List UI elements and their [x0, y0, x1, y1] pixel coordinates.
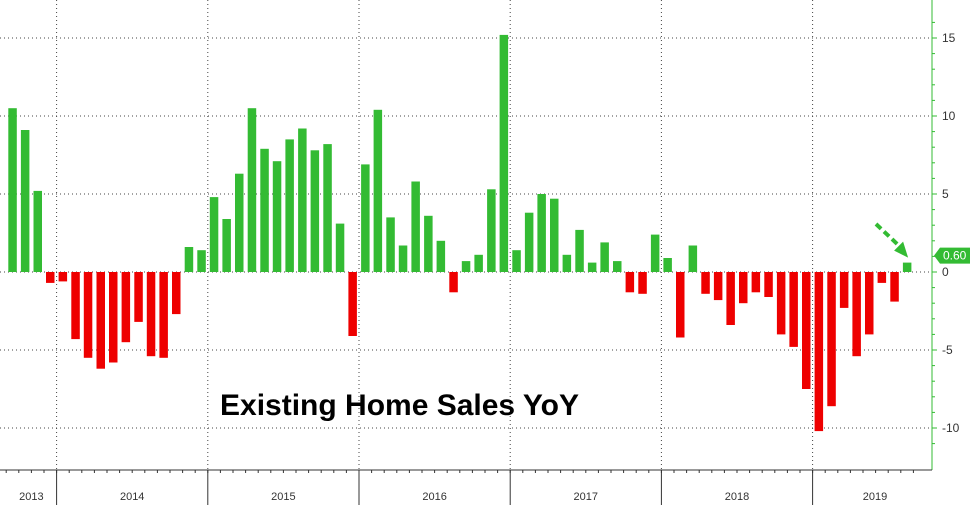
bar — [411, 181, 420, 272]
bar — [348, 272, 357, 336]
bar — [159, 272, 168, 358]
year-label: 2016 — [422, 491, 446, 503]
bar — [751, 272, 761, 293]
y-tick-label: 15 — [942, 31, 956, 45]
year-label: 2014 — [120, 491, 144, 503]
bar — [71, 272, 80, 340]
bar — [802, 272, 811, 389]
bar — [537, 194, 546, 272]
bar — [638, 272, 647, 294]
bar — [839, 272, 849, 308]
bar — [373, 109, 383, 272]
bar — [46, 272, 55, 283]
bar — [865, 272, 874, 335]
bar — [877, 272, 887, 283]
bar — [663, 258, 672, 272]
bar — [524, 212, 534, 272]
year-label: 2019 — [863, 491, 887, 503]
bar — [209, 197, 219, 272]
bar — [109, 272, 118, 363]
bar — [146, 272, 156, 357]
year-label: 2018 — [725, 491, 749, 503]
bar — [310, 150, 320, 272]
bar — [424, 215, 433, 272]
y-tick-label: 0 — [942, 265, 949, 279]
bar — [386, 217, 395, 272]
bar — [562, 254, 572, 272]
latest-value-label: 0.60 — [943, 249, 967, 263]
bar — [335, 223, 345, 272]
bar — [650, 234, 660, 272]
y-tick-label: 10 — [942, 109, 956, 123]
bar — [96, 272, 105, 369]
bar — [121, 272, 131, 343]
bar — [600, 242, 609, 272]
bar — [285, 139, 294, 272]
arrow-head — [894, 241, 909, 258]
bar — [852, 272, 861, 357]
bar — [587, 262, 597, 272]
year-label: 2015 — [271, 491, 295, 503]
bar — [323, 144, 332, 272]
bar — [776, 272, 786, 335]
bar — [550, 198, 559, 272]
year-label: 2013 — [19, 491, 43, 503]
bar-series — [8, 34, 912, 432]
bar — [713, 272, 723, 301]
arrow-shaft — [874, 222, 904, 251]
bar — [172, 272, 181, 315]
bar — [8, 108, 17, 272]
bar — [789, 272, 798, 347]
bar — [33, 190, 42, 272]
bar — [184, 247, 194, 272]
bar — [474, 254, 483, 272]
y-tick-label: -5 — [942, 343, 953, 357]
bar — [83, 272, 93, 358]
bar — [197, 250, 206, 272]
bar — [272, 161, 282, 272]
bar — [726, 272, 735, 325]
bar — [298, 128, 307, 272]
bar — [814, 272, 824, 432]
bar — [764, 272, 773, 297]
bar — [134, 272, 143, 322]
gridlines — [0, 0, 932, 470]
bar — [512, 250, 521, 272]
bar — [499, 34, 509, 273]
bar — [436, 240, 446, 272]
latest-value-callout: 0.60 — [934, 247, 970, 264]
bar — [222, 219, 231, 272]
chart-title: Existing Home Sales YoY — [220, 389, 579, 422]
bar — [688, 245, 698, 272]
annotation-arrow-icon — [874, 222, 909, 258]
bar — [575, 229, 584, 272]
bar — [260, 148, 269, 272]
bar — [361, 164, 370, 272]
bar — [398, 245, 408, 272]
bar — [625, 272, 635, 293]
year-label: 2017 — [574, 491, 598, 503]
bar — [890, 272, 899, 302]
x-axis: 2013 2014 2015 2016 2017 2018 2019 — [0, 469, 932, 505]
bar — [20, 130, 30, 272]
y-tick-label: -10 — [942, 421, 960, 435]
bar — [613, 261, 622, 272]
bar — [902, 262, 912, 272]
bar — [235, 173, 244, 272]
y-tick-label: 5 — [942, 187, 949, 201]
bar — [461, 261, 471, 272]
bar — [487, 189, 496, 272]
bar — [701, 272, 710, 294]
bar — [676, 272, 685, 338]
bar — [827, 272, 836, 407]
bar — [449, 272, 458, 293]
bar — [58, 272, 68, 282]
y-axis: 15 10 5 0 -5 -10 — [931, 0, 960, 470]
bar — [739, 272, 748, 304]
bar — [247, 108, 257, 272]
latest-value-badge — [934, 247, 970, 264]
